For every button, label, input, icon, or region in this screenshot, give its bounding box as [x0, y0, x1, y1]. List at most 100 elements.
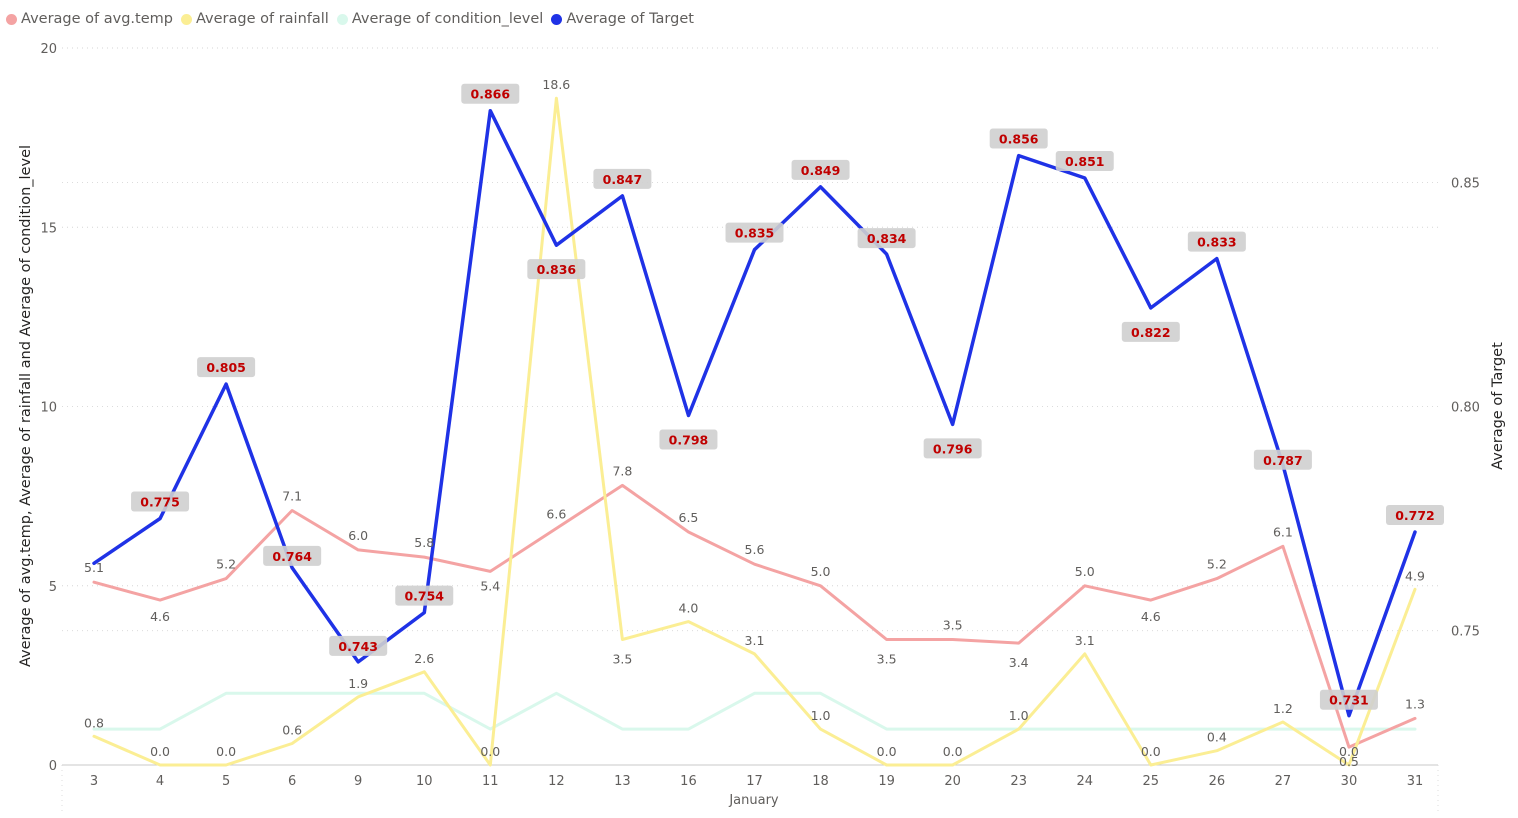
data-labels: 5.1 4.6 5.2 7.1 6.0 5.8 5.4 6.6 7.8 6.5 5.6 5.0 3.5 3… — [84, 77, 1444, 769]
left-tick-label-10: 10 — [40, 401, 57, 416]
avg-temp-data-label: 7.1 — [282, 488, 302, 503]
rainfall-data-label: 0.0 — [943, 744, 963, 759]
x-tick-label-10: 10 — [416, 774, 433, 789]
target-data-label-box — [659, 429, 718, 450]
rainfall-data-label: 3.1 — [1075, 633, 1095, 648]
x-tick-label-25: 25 — [1143, 774, 1160, 789]
avg-temp-data-label: 5.6 — [745, 542, 765, 557]
target-data-label: 0.775 — [140, 495, 180, 510]
avg-temp-data-label: 5.0 — [811, 564, 831, 579]
target-data-label-box — [1386, 504, 1444, 525]
rainfall-data-label: 3.1 — [745, 633, 765, 648]
avg-temp-data-label: 5.2 — [216, 557, 236, 572]
target-data-label: 0.787 — [1263, 453, 1303, 468]
target-data-label: 0.822 — [1131, 325, 1171, 340]
x-tick-label-3: 3 — [90, 774, 98, 789]
avg-temp-data-label: 3.5 — [877, 652, 897, 667]
x-tick-label-16: 16 — [680, 774, 697, 789]
avg-temp-data-label: 6.6 — [546, 506, 566, 521]
target-data-label-box — [593, 168, 652, 189]
rainfall-data-label: 18.6 — [542, 77, 570, 92]
rainfall-data-label: 1.9 — [348, 676, 368, 691]
x-tick-label-26: 26 — [1209, 774, 1226, 789]
avg-temp-data-label: 1.3 — [1405, 696, 1425, 711]
x-tick-label-19: 19 — [878, 774, 895, 789]
target-data-label: 0.847 — [603, 172, 643, 187]
legend: Average of avg.temp Average of rainfall … — [6, 11, 694, 27]
legend-swatch-avg-temp — [6, 13, 17, 25]
rainfall-data-label: 0.0 — [150, 744, 170, 759]
left-tick-label-15: 15 — [40, 221, 57, 236]
rainfall-data-label: 0.0 — [877, 744, 897, 759]
target-data-label-box — [197, 357, 256, 378]
target-data-label: 0.834 — [867, 231, 907, 246]
axes: 0 5 10 15 20 0.75 0.80 0.85 3 4 5 6 9 10 11 12 13 16 17 18 1… — [18, 42, 1506, 808]
target-data-label-box — [857, 228, 916, 249]
target-data-label: 0.856 — [999, 132, 1039, 147]
x-tick-label-18: 18 — [812, 774, 829, 789]
target-data-label: 0.764 — [272, 549, 312, 564]
rainfall-data-label: 0.4 — [1207, 730, 1227, 745]
target-data-label: 0.835 — [735, 226, 775, 241]
x-tick-label-9: 9 — [354, 774, 362, 789]
legend-label-avg-temp: Average of avg.temp — [21, 11, 173, 27]
x-tick-label-27: 27 — [1275, 774, 1292, 789]
right-axis-title: Average of Target — [1490, 342, 1506, 470]
legend-label-rainfall: Average of rainfall — [195, 11, 329, 27]
left-axis-title: Average of avg.temp, Average of rainfall… — [18, 145, 34, 667]
rainfall-data-label: 3.5 — [612, 652, 632, 667]
right-tick-label-0.80: 0.80 — [1451, 401, 1480, 416]
target-data-label-box — [461, 83, 520, 104]
target-data-label: 0.772 — [1395, 508, 1435, 523]
left-tick-label-0: 0 — [49, 759, 57, 774]
x-tick-label-6: 6 — [288, 774, 296, 789]
x-tick-label-31: 31 — [1407, 774, 1424, 789]
avg-temp-data-label: 6.0 — [348, 528, 368, 543]
x-tick-label-5: 5 — [222, 774, 230, 789]
legend-item-avg-temp[interactable]: Average of avg.temp — [6, 11, 173, 27]
series-line-avg-temp — [92, 483, 1417, 749]
rainfall-data-label: 0.6 — [282, 722, 302, 737]
target-data-label-box — [725, 222, 784, 243]
legend-item-rainfall[interactable]: Average of rainfall — [180, 11, 329, 27]
avg-temp-data-label: 3.4 — [1009, 655, 1029, 670]
rainfall-data-label: 4.9 — [1405, 568, 1425, 583]
target-data-label: 0.849 — [801, 163, 841, 178]
target-data-label: 0.866 — [471, 87, 511, 102]
legend-item-target[interactable]: Average of Target — [551, 11, 694, 27]
rainfall-data-label: 1.2 — [1273, 701, 1293, 716]
target-data-label-box — [1253, 449, 1312, 470]
rainfall-data-label: 2.6 — [414, 651, 434, 666]
avg-temp-data-label: 6.5 — [679, 510, 699, 525]
rainfall-data-label: 4.0 — [679, 601, 699, 616]
x-tick-label-13: 13 — [614, 774, 631, 789]
avg-temp-data-label: 5.2 — [1207, 557, 1227, 572]
legend-swatch-target — [551, 13, 563, 25]
legend-swatch-rainfall — [180, 13, 192, 25]
series-line-target — [92, 108, 1417, 718]
left-tick-label-20: 20 — [40, 42, 57, 57]
legend-label-target: Average of Target — [566, 11, 694, 27]
target-data-label-box — [1319, 689, 1378, 710]
x-axis-title: January — [728, 793, 779, 808]
rainfall-data-label: 0.0 — [1339, 744, 1359, 759]
series-line-condition-level — [92, 691, 1417, 731]
target-data-label-box — [395, 585, 454, 606]
rainfall-data-label: 1.0 — [1009, 708, 1029, 723]
target-data-label: 0.798 — [669, 432, 709, 447]
target-data-label-box — [1121, 321, 1180, 342]
target-data-label: 0.754 — [404, 589, 444, 604]
avg-temp-data-label: 4.6 — [1141, 609, 1161, 624]
legend-label-condition-level: Average of condition_level — [351, 11, 544, 27]
series-line-rainfall — [92, 96, 1417, 767]
x-tick-label-23: 23 — [1010, 774, 1027, 789]
rainfall-data-label: 0.0 — [1141, 744, 1161, 759]
avg-temp-data-label: 6.1 — [1273, 524, 1293, 539]
avg-temp-data-label: 5.1 — [84, 560, 104, 575]
legend-item-condition-level[interactable]: Average of condition_level — [336, 11, 544, 27]
target-data-label-box — [263, 545, 322, 566]
target-data-label-box — [1187, 231, 1246, 252]
target-data-label: 0.731 — [1329, 693, 1369, 708]
avg-temp-data-label: 7.8 — [612, 463, 632, 478]
